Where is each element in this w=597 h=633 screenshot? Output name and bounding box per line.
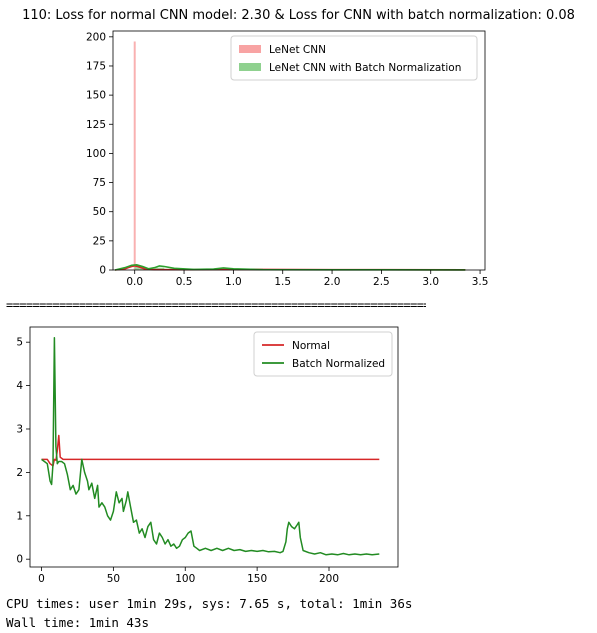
hist-bar <box>133 41 136 271</box>
y-tick-label: 175 <box>86 60 106 72</box>
hist-bar <box>134 265 140 270</box>
y-tick-label: 125 <box>86 119 106 131</box>
x-tick-label: 1.5 <box>274 276 291 288</box>
y-tick-label: 0 <box>99 265 106 277</box>
series-line <box>41 337 380 556</box>
chart-title: 110: Loss for normal CNN model: 2.30 & L… <box>22 8 575 23</box>
x-tick-label: 0.0 <box>126 276 143 288</box>
y-tick-label: 0 <box>16 554 23 566</box>
x-tick-label: 200 <box>319 573 339 585</box>
legend-label: LeNet CNN <box>269 44 326 56</box>
legend-label: Batch Normalized <box>292 358 385 370</box>
x-tick-label: 150 <box>247 573 267 585</box>
histogram-chart: 0.0 0.5 1.0 1.5 2.0 2.5 3.0 3.5 0 25 50 75 100 125 150… <box>86 30 489 288</box>
y-tick-label: 150 <box>86 90 106 102</box>
y-tick-label: 200 <box>86 31 106 43</box>
plot-frame <box>29 326 399 568</box>
x-tick-label: 2.0 <box>324 276 341 288</box>
x-tick-label: 0.5 <box>176 276 193 288</box>
x-tick-label: 100 <box>175 573 195 585</box>
y-tick-label: 50 <box>93 206 106 218</box>
x-tick-label: 0 <box>38 573 45 585</box>
legend-box <box>230 35 478 81</box>
y-tick-label: 75 <box>93 177 106 189</box>
kde-line <box>114 263 466 271</box>
legend-swatch <box>239 63 261 71</box>
plot-frame <box>112 30 486 271</box>
legend-box <box>253 331 393 377</box>
legend-swatch <box>239 45 261 53</box>
loss-line-chart: 0 50 100 150 200 0 1 2 3 4 5 Normal Batch Normalized <box>16 326 399 585</box>
x-tick-label: 3.0 <box>422 276 439 288</box>
y-tick-label: 4 <box>16 380 23 392</box>
x-tick-label: 3.5 <box>472 276 489 288</box>
y-tick-label: 2 <box>16 467 23 479</box>
legend-label: LeNet CNN with Batch Normalization <box>269 62 461 74</box>
output-separator: ========================================… <box>6 298 426 312</box>
x-tick-label: 1.0 <box>225 276 242 288</box>
cpu-times-text: CPU times: user 1min 29s, sys: 7.65 s, t… <box>6 596 413 611</box>
x-tick-label: 50 <box>107 573 120 585</box>
y-tick-label: 25 <box>93 235 106 247</box>
x-tick-label: 2.5 <box>373 276 390 288</box>
y-tick-label: 1 <box>16 510 23 522</box>
wall-time-text: Wall time: 1min 43s <box>6 615 149 630</box>
y-tick-label: 100 <box>86 148 106 160</box>
y-tick-label: 3 <box>16 423 23 435</box>
hist-bar <box>154 267 165 270</box>
legend-label: Normal <box>292 340 330 352</box>
series-line <box>41 434 380 467</box>
y-tick-label: 5 <box>16 337 23 349</box>
